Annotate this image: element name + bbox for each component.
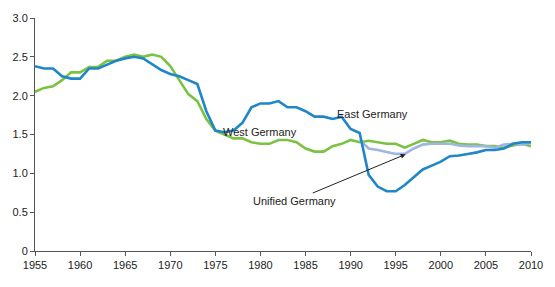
- svg-text:1980: 1980: [248, 259, 272, 271]
- svg-text:West Germany: West Germany: [223, 126, 297, 138]
- svg-text:1985: 1985: [293, 259, 317, 271]
- svg-text:0: 0: [22, 245, 28, 257]
- svg-text:2000: 2000: [429, 259, 453, 271]
- svg-text:1975: 1975: [203, 259, 227, 271]
- svg-text:1965: 1965: [113, 259, 137, 271]
- svg-text:0.5: 0.5: [13, 206, 28, 218]
- svg-text:1970: 1970: [158, 259, 182, 271]
- svg-text:1960: 1960: [68, 259, 92, 271]
- svg-text:1955: 1955: [23, 259, 47, 271]
- svg-text:2005: 2005: [474, 259, 498, 271]
- svg-text:1990: 1990: [338, 259, 362, 271]
- svg-text:2.5: 2.5: [13, 51, 28, 63]
- svg-text:1.0: 1.0: [13, 167, 28, 179]
- svg-text:3.0: 3.0: [13, 12, 28, 24]
- svg-text:1995: 1995: [383, 259, 407, 271]
- svg-text:Unified Germany: Unified Germany: [253, 195, 336, 207]
- svg-text:2.0: 2.0: [13, 90, 28, 102]
- svg-text:East Germany: East Germany: [337, 108, 408, 120]
- svg-text:2010: 2010: [519, 259, 543, 271]
- svg-text:1.5: 1.5: [13, 128, 28, 140]
